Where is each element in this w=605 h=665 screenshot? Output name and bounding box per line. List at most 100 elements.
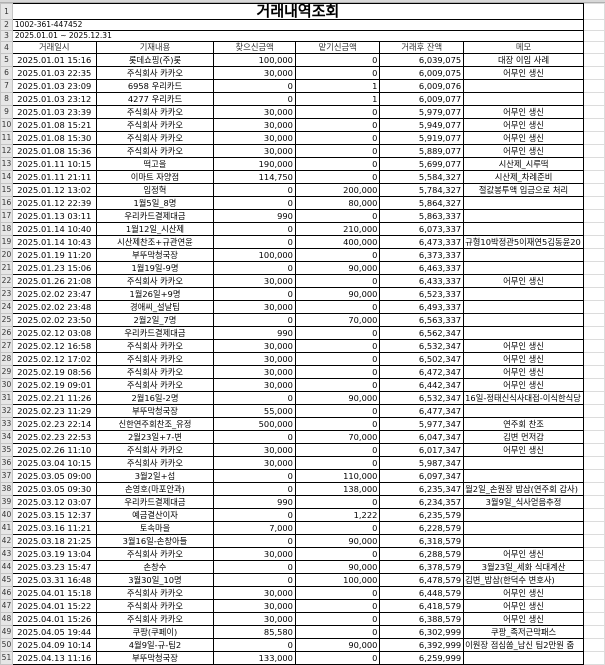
cell-withdrawal[interactable]: 30,000 xyxy=(213,300,296,314)
cell-balance[interactable]: 6,532,347 xyxy=(379,339,465,353)
cell-deposit[interactable]: 110,000 xyxy=(294,469,381,483)
cell-date[interactable]: 2025.01.12 13:02 xyxy=(11,183,97,197)
cell-date[interactable]: 2025.01.11 10:15 xyxy=(11,157,97,171)
cell-date[interactable]: 2025.03.05 09:00 xyxy=(11,469,97,483)
empty-cell[interactable] xyxy=(582,274,605,288)
cell-date[interactable]: 2025.01.08 15:36 xyxy=(11,144,97,158)
cell-description[interactable]: 1월19일-9명 xyxy=(95,261,215,275)
row-number[interactable]: 13 xyxy=(0,157,13,171)
cell-withdrawal[interactable]: 30,000 xyxy=(213,105,296,119)
cell-date[interactable]: 2025.04.13 11:16 xyxy=(11,651,97,665)
cell-memo[interactable]: 16일-정태신식사대접-이식한식당 xyxy=(463,391,584,405)
cell-date[interactable]: 2025.01.12 22:39 xyxy=(11,196,97,210)
cell-deposit[interactable]: 0 xyxy=(294,612,381,626)
empty-cell[interactable] xyxy=(582,599,605,613)
cell-description[interactable]: 쿠팡(쿠페이) xyxy=(95,625,215,639)
cell-description[interactable]: 시산제찬조+규관연윤 xyxy=(95,235,215,249)
cell-balance[interactable]: 6,473,337 xyxy=(379,235,465,249)
cell-deposit[interactable]: 0 xyxy=(294,521,381,535)
row-number[interactable]: 6 xyxy=(0,66,13,80)
row-number[interactable]: 34 xyxy=(0,430,13,444)
cell-description[interactable]: 2월16일-2명 xyxy=(95,391,215,405)
cell-withdrawal[interactable]: 30,000 xyxy=(213,378,296,392)
cell-description[interactable]: 주식회사 카카오 xyxy=(95,131,215,145)
cell-withdrawal[interactable]: 85,580 xyxy=(213,625,296,639)
cell-withdrawal[interactable]: 990 xyxy=(213,209,296,223)
cell-description[interactable]: 4277 우리카드 xyxy=(95,92,215,106)
cell-memo[interactable] xyxy=(463,651,584,665)
cell-withdrawal[interactable]: 0 xyxy=(213,391,296,405)
cell-deposit[interactable]: 80,000 xyxy=(294,196,381,210)
empty-cell[interactable] xyxy=(582,573,605,587)
empty-cell[interactable] xyxy=(582,287,605,301)
cell-memo[interactable]: 시산제_차례준비 xyxy=(463,170,584,184)
cell-description[interactable]: 손창수 xyxy=(95,560,215,574)
period[interactable]: 2025.01.01 ~ 2025.12.31 xyxy=(11,30,584,42)
empty-cell[interactable] xyxy=(582,79,605,93)
cell-date[interactable]: 2025.01.03 23:09 xyxy=(11,79,97,93)
cell-withdrawal[interactable]: 30,000 xyxy=(213,274,296,288)
cell-withdrawal[interactable]: 990 xyxy=(213,326,296,340)
cell-description[interactable]: 주식회사 카카오 xyxy=(95,443,215,457)
cell-balance[interactable]: 6,463,337 xyxy=(379,261,465,275)
row-number[interactable]: 9 xyxy=(0,105,13,119)
cell-description[interactable]: 예금결산이자 xyxy=(95,508,215,522)
cell-date[interactable]: 2025.02.26 11:10 xyxy=(11,443,97,457)
empty-cell[interactable] xyxy=(582,534,605,548)
empty-cell[interactable] xyxy=(582,638,605,652)
cell-date[interactable]: 2025.01.13 03:11 xyxy=(11,209,97,223)
cell-description[interactable]: 손영호(마포안과) xyxy=(95,482,215,496)
cell-withdrawal[interactable]: 0 xyxy=(213,573,296,587)
cell-balance[interactable]: 5,784,327 xyxy=(379,183,465,197)
empty-cell[interactable] xyxy=(582,261,605,275)
row-number[interactable]: 3 xyxy=(0,30,13,42)
empty-cell[interactable] xyxy=(582,378,605,392)
cell-deposit[interactable]: 1,222 xyxy=(294,508,381,522)
cell-withdrawal[interactable]: 0 xyxy=(213,92,296,106)
cell-withdrawal[interactable]: 30,000 xyxy=(213,443,296,457)
cell-deposit[interactable]: 70,000 xyxy=(294,313,381,327)
empty-cell[interactable] xyxy=(582,430,605,444)
empty-cell[interactable] xyxy=(582,365,605,379)
cell-deposit[interactable]: 70,000 xyxy=(294,430,381,444)
row-number[interactable]: 7 xyxy=(0,79,13,93)
cell-balance[interactable]: 5,863,337 xyxy=(379,209,465,223)
cell-deposit[interactable]: 0 xyxy=(294,248,381,262)
cell-deposit[interactable]: 200,000 xyxy=(294,183,381,197)
empty-cell[interactable] xyxy=(582,586,605,600)
cell-memo[interactable] xyxy=(463,261,584,275)
cell-deposit[interactable]: 0 xyxy=(294,443,381,457)
row-number[interactable]: 35 xyxy=(0,443,13,457)
row-number[interactable]: 21 xyxy=(0,261,13,275)
cell-deposit[interactable]: 0 xyxy=(294,144,381,158)
cell-withdrawal[interactable]: 30,000 xyxy=(213,586,296,600)
cell-memo[interactable] xyxy=(463,313,584,327)
cell-memo[interactable] xyxy=(463,521,584,535)
cell-deposit[interactable]: 0 xyxy=(294,599,381,613)
cell-memo[interactable]: 어무인 생신 xyxy=(463,378,584,392)
row-number[interactable]: 32 xyxy=(0,404,13,418)
cell-balance[interactable]: 6,388,579 xyxy=(379,612,465,626)
cell-balance[interactable]: 6,433,337 xyxy=(379,274,465,288)
cell-deposit[interactable]: 138,000 xyxy=(294,482,381,496)
cell-deposit[interactable]: 100,000 xyxy=(294,573,381,587)
row-number[interactable]: 14 xyxy=(0,170,13,184)
cell-memo[interactable] xyxy=(463,300,584,314)
cell-description[interactable]: 떡고을 xyxy=(95,157,215,171)
empty-cell[interactable] xyxy=(582,417,605,431)
cell-memo[interactable]: 대장 이임 사례 xyxy=(463,53,584,67)
cell-date[interactable]: 2025.04.01 15:18 xyxy=(11,586,97,600)
row-number[interactable]: 29 xyxy=(0,365,13,379)
empty-cell[interactable] xyxy=(582,144,605,158)
cell-description[interactable]: 우리카드결제대금 xyxy=(95,326,215,340)
cell-description[interactable]: 우리카드결제대금 xyxy=(95,495,215,509)
row-number[interactable]: 15 xyxy=(0,183,13,197)
cell-description[interactable]: 6958 우리카드 xyxy=(95,79,215,93)
cell-deposit[interactable]: 0 xyxy=(294,651,381,665)
cell-memo[interactable]: 절값봉투액 입금으로 처리 xyxy=(463,183,584,197)
cell-balance[interactable]: 6,017,347 xyxy=(379,443,465,457)
empty-cell[interactable] xyxy=(582,3,605,20)
cell-balance[interactable]: 6,097,347 xyxy=(379,469,465,483)
cell-date[interactable]: 2025.01.19 11:20 xyxy=(11,248,97,262)
cell-deposit[interactable]: 90,000 xyxy=(294,560,381,574)
